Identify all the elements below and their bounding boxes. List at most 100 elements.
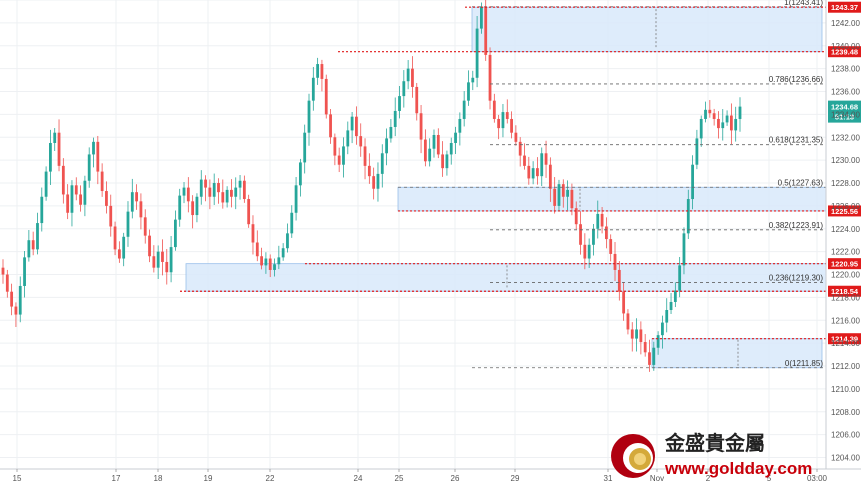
candle-body (31, 240, 35, 250)
level-badge (828, 46, 861, 58)
candle-body (182, 187, 186, 196)
y-tick-label: 1226.00 (831, 202, 860, 211)
candle-body (505, 112, 509, 119)
candle-body (191, 201, 195, 216)
candle-body (49, 142, 52, 172)
candle-body (105, 191, 108, 206)
level-badge (828, 333, 861, 345)
candle-body (540, 153, 544, 177)
y-tick-label: 1216.00 (831, 316, 860, 325)
candle-body (225, 189, 229, 203)
candle-body (230, 189, 233, 197)
candle-body (324, 78, 328, 115)
candle-body (329, 114, 332, 138)
candle-body (303, 132, 307, 163)
candle-body (337, 155, 341, 165)
candle-body (199, 179, 203, 197)
candle-body (242, 180, 246, 200)
candle-body (704, 109, 707, 119)
candle-body (579, 224, 582, 245)
zone-box (185, 263, 827, 292)
candle-body (738, 106, 742, 119)
candle-body (363, 146, 367, 166)
candle-body (290, 212, 294, 234)
candle-body (380, 153, 384, 174)
candle-body (604, 226, 608, 240)
candle-body (492, 100, 496, 119)
candle-body (501, 112, 505, 129)
horizontal-levels: 1243.37 1239.48 1225.56 1220.95 1218.54 1214.… (180, 1, 861, 345)
candle-body (678, 265, 682, 291)
fib-label: 0.382(1223.91) (769, 221, 824, 230)
candle-body (70, 185, 74, 213)
candle-body (682, 233, 686, 266)
watermark-chinese: 金盛貴金屬 (664, 431, 765, 455)
candle-body (527, 165, 531, 179)
candle-body (173, 219, 177, 248)
candle-body (561, 184, 565, 197)
candle-body (316, 64, 320, 78)
fib-label: 0.5(1227.63) (778, 178, 824, 187)
candle-body (204, 179, 207, 188)
level-badge-text: 1218.54 (831, 287, 859, 296)
x-tick-label: 29 (511, 474, 520, 483)
candle-body (109, 205, 113, 227)
candle-body (5, 274, 9, 292)
candle-body (639, 329, 643, 343)
candle-body (536, 168, 539, 177)
candle-body (669, 301, 673, 310)
candle-body (458, 118, 462, 133)
candle-body (346, 130, 350, 147)
x-tick-label: 18 (154, 474, 163, 483)
candle-body (583, 244, 587, 259)
candle-body (100, 171, 104, 192)
level-badge (828, 1, 861, 13)
candle-body (717, 118, 720, 129)
level-badge-text: 1239.48 (831, 48, 858, 57)
candle-body (566, 189, 570, 197)
candle-body (178, 195, 182, 220)
candle-body (44, 171, 48, 197)
y-tick-label: 1206.00 (831, 431, 860, 440)
candle-body (135, 192, 139, 202)
candle-body (428, 148, 432, 162)
candle-body (574, 208, 578, 225)
candle-body (725, 115, 729, 123)
candle-body (186, 187, 190, 202)
candle-body (411, 68, 414, 87)
candle-body (212, 183, 216, 197)
candle-body (10, 291, 14, 307)
candle-body (286, 233, 289, 249)
level-badge-text: 1214.39 (831, 335, 858, 344)
level-badge (828, 205, 861, 217)
y-tick-label: 1222.00 (831, 248, 860, 257)
candle-body (208, 187, 212, 197)
current-price-badge (828, 100, 861, 123)
candle-body (66, 194, 70, 213)
candle-body (221, 192, 225, 203)
candle-body (734, 118, 738, 131)
level-badge-text: 1225.56 (831, 207, 858, 216)
y-tick-label: 1218.00 (831, 293, 860, 302)
candle-body (695, 138, 699, 165)
candle-body (87, 154, 91, 181)
candle-body (320, 64, 324, 79)
candle-body (613, 253, 617, 270)
candlestick-series (1, 0, 742, 372)
y-tick-label: 1242.00 (831, 19, 860, 28)
candle-body (423, 139, 427, 162)
candle-body (92, 141, 95, 155)
candle-body (156, 251, 160, 268)
candle-body (385, 138, 388, 154)
candle-body (729, 115, 733, 131)
fibonacci-retracement: 1(1243.41) 0.786(1236.66) 0.618(1231.35) 0.… (398, 0, 826, 369)
candle-body (18, 285, 22, 315)
y-tick-label: 1204.00 (831, 454, 860, 463)
fib-label: 0(1211.85) (785, 359, 823, 368)
candle-body (311, 77, 315, 101)
candle-body (53, 132, 57, 143)
candle-body (40, 196, 44, 224)
y-tick-label: 1210.00 (831, 385, 860, 394)
y-tick-label: 1238.00 (831, 65, 860, 74)
